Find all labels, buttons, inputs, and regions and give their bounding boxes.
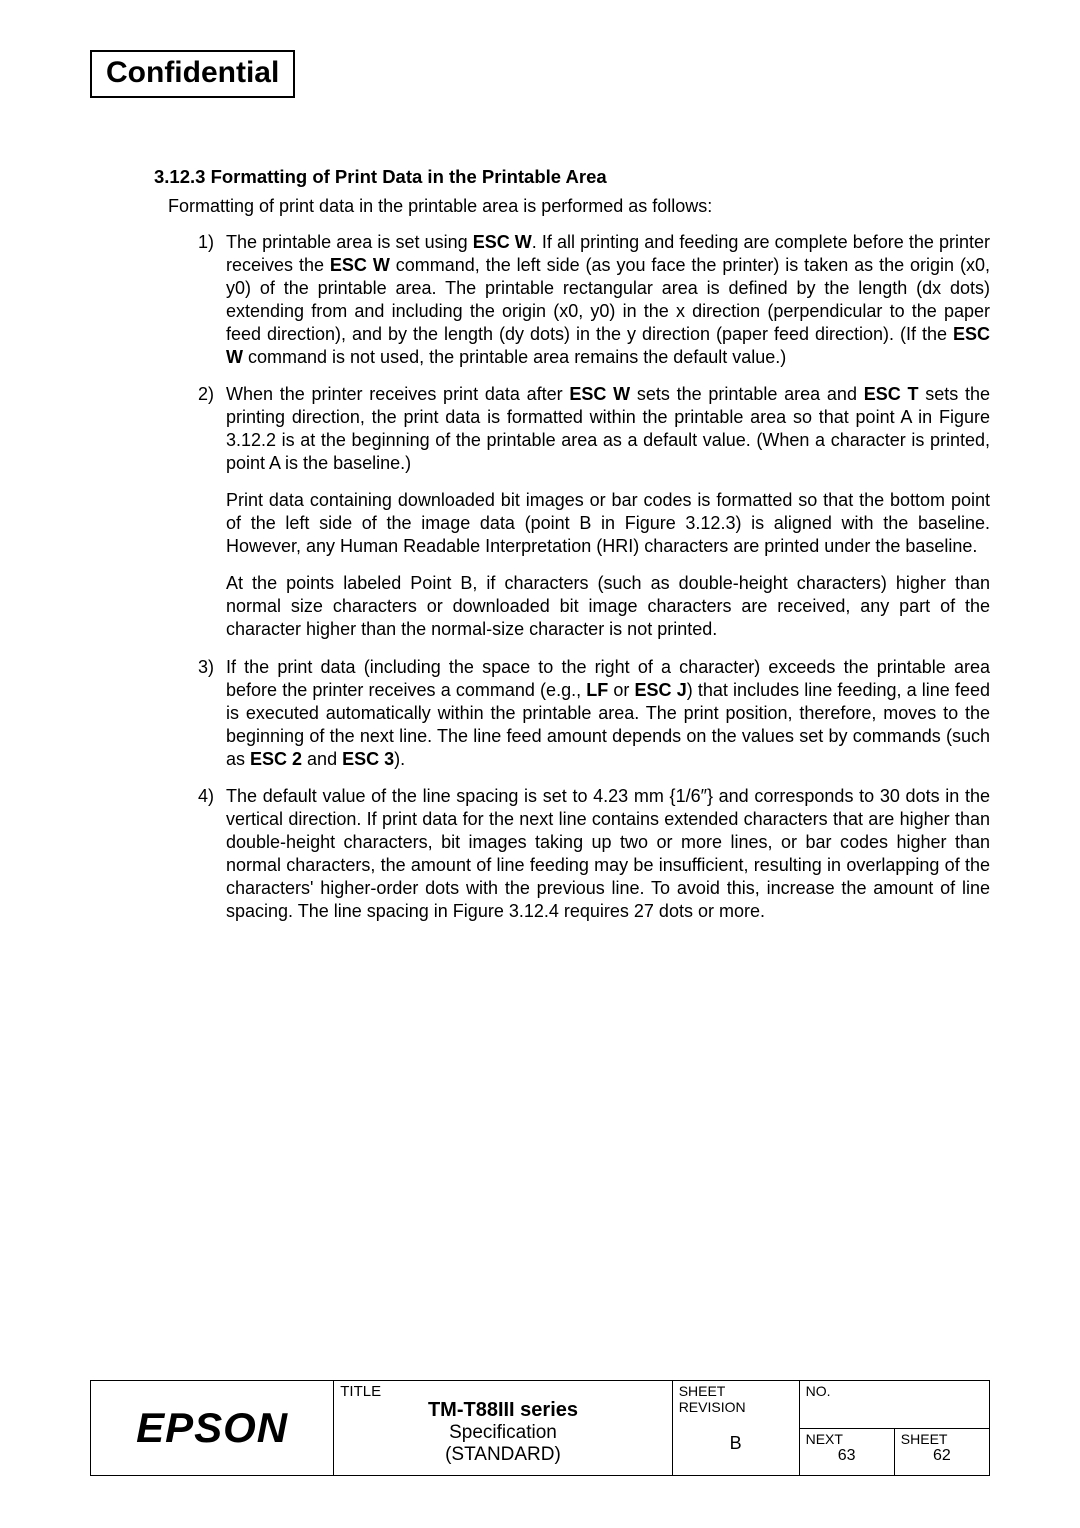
revision-label: REVISION: [679, 1399, 793, 1415]
cmd: LF: [586, 680, 608, 700]
text: The default value of the line spacing is…: [226, 786, 990, 921]
title-block: TM-T88III series Specification (STANDARD…: [340, 1399, 665, 1466]
cmd: ESC W: [569, 384, 630, 404]
item-number: 2): [198, 383, 226, 406]
text: and: [302, 749, 342, 769]
footer-table: EPSON TITLE TM-T88III series Specificati…: [90, 1380, 990, 1476]
cmd: ESC T: [864, 384, 919, 404]
next-label: NEXT: [806, 1431, 888, 1447]
logo-cell: EPSON: [91, 1381, 334, 1476]
title-cell: TITLE TM-T88III series Specification (ST…: [334, 1381, 672, 1476]
sheet-value: 62: [901, 1447, 983, 1465]
no-label: NO.: [806, 1383, 983, 1399]
list-item: 2)When the printer receives print data a…: [198, 383, 990, 475]
title-label: TITLE: [340, 1383, 381, 1400]
footer-block: EPSON TITLE TM-T88III series Specificati…: [90, 1380, 990, 1476]
numbered-list: 1)The printable area is set using ESC W.…: [198, 231, 990, 923]
spec-line: Specification: [340, 1422, 665, 1444]
next-value: 63: [806, 1447, 888, 1465]
cmd: ESC 3: [342, 749, 394, 769]
sheet-label: SHEET: [901, 1431, 983, 1447]
text: When the printer receives print data aft…: [226, 384, 569, 404]
item-number: 3): [198, 656, 226, 679]
spec-line: (STANDARD): [340, 1444, 665, 1466]
revision-cell: SHEET REVISION B: [672, 1381, 799, 1476]
text: The printable area is set using: [226, 232, 473, 252]
list-item: 1)The printable area is set using ESC W.…: [198, 231, 990, 369]
epson-logo: EPSON: [97, 1383, 327, 1473]
sub-paragraph: Print data containing downloaded bit ima…: [198, 489, 990, 558]
text: or: [608, 680, 634, 700]
cmd: ESC J: [635, 680, 687, 700]
text: sets the printable area and: [630, 384, 864, 404]
cmd: ESC 2: [250, 749, 302, 769]
cmd: ESC W: [473, 232, 532, 252]
list-item: 4)The default value of the line spacing …: [198, 785, 990, 923]
sheet-cell: SHEET 62: [894, 1428, 989, 1476]
section-title: 3.12.3 Formatting of Print Data in the P…: [154, 166, 990, 188]
page: Confidential 3.12.3 Formatting of Print …: [0, 0, 1080, 1528]
list-item: 3)If the print data (including the space…: [198, 656, 990, 771]
next-cell: NEXT 63: [799, 1428, 894, 1476]
item-number: 1): [198, 231, 226, 254]
confidential-box: Confidential: [90, 50, 295, 98]
text: ).: [394, 749, 405, 769]
model-name: TM-T88III series: [340, 1399, 665, 1422]
item-number: 4): [198, 785, 226, 808]
sub-paragraph: At the points labeled Point B, if charac…: [198, 572, 990, 641]
revision-value: B: [679, 1415, 793, 1454]
cmd: ESC W: [330, 255, 390, 275]
text: command is not used, the printable area …: [243, 347, 786, 367]
section-intro: Formatting of print data in the printabl…: [168, 196, 990, 217]
sheet-label: SHEET: [679, 1383, 793, 1399]
no-cell: NO.: [799, 1381, 989, 1429]
